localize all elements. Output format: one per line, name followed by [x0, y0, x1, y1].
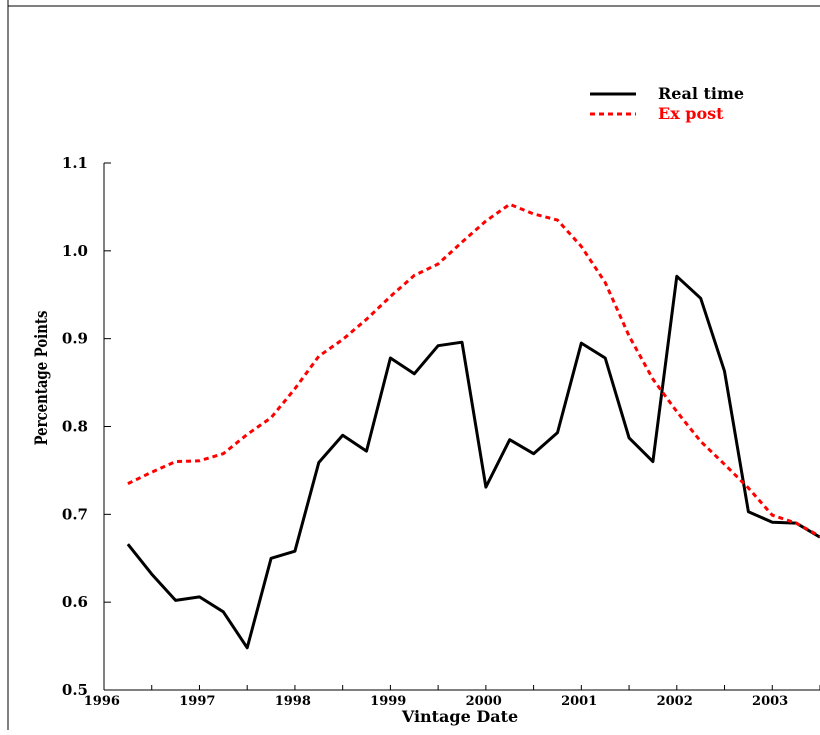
- x-tick-label: 1999: [370, 694, 406, 709]
- y-tick-label: 1.0: [62, 242, 88, 260]
- x-tick-label: 1997: [179, 694, 215, 709]
- y-tick-label: 0.6: [62, 593, 88, 611]
- legend-label: Ex post: [658, 104, 724, 123]
- legend-label: Real time: [658, 84, 744, 103]
- y-tick-label: 0.7: [62, 505, 88, 523]
- series-line-ex-post: [127, 202, 820, 538]
- y-tick-label: 0.9: [62, 330, 88, 348]
- x-tick-label: 2000: [466, 694, 502, 709]
- x-tick-label: 1996: [84, 694, 120, 709]
- x-tick-label: 2001: [561, 694, 597, 709]
- y-tick-label: 1.1: [62, 154, 88, 172]
- x-tick-label: 2003: [752, 694, 788, 709]
- series-lines: [126, 202, 820, 650]
- axes: 0.5 0.6 0.7 0.8 0.9 1.0 1.1 1996 1997 1998 1999 200…: [62, 154, 820, 709]
- x-tick-label: 2002: [657, 694, 693, 709]
- y-tick-label: 0.5: [62, 681, 88, 699]
- x-axis-label: Vintage Date: [401, 707, 518, 726]
- series-line-real-time: [126, 274, 820, 650]
- y-tick-label: 0.8: [62, 418, 88, 436]
- y-axis-label: Percentage Points: [31, 311, 51, 446]
- x-tick-label: 1998: [275, 694, 311, 709]
